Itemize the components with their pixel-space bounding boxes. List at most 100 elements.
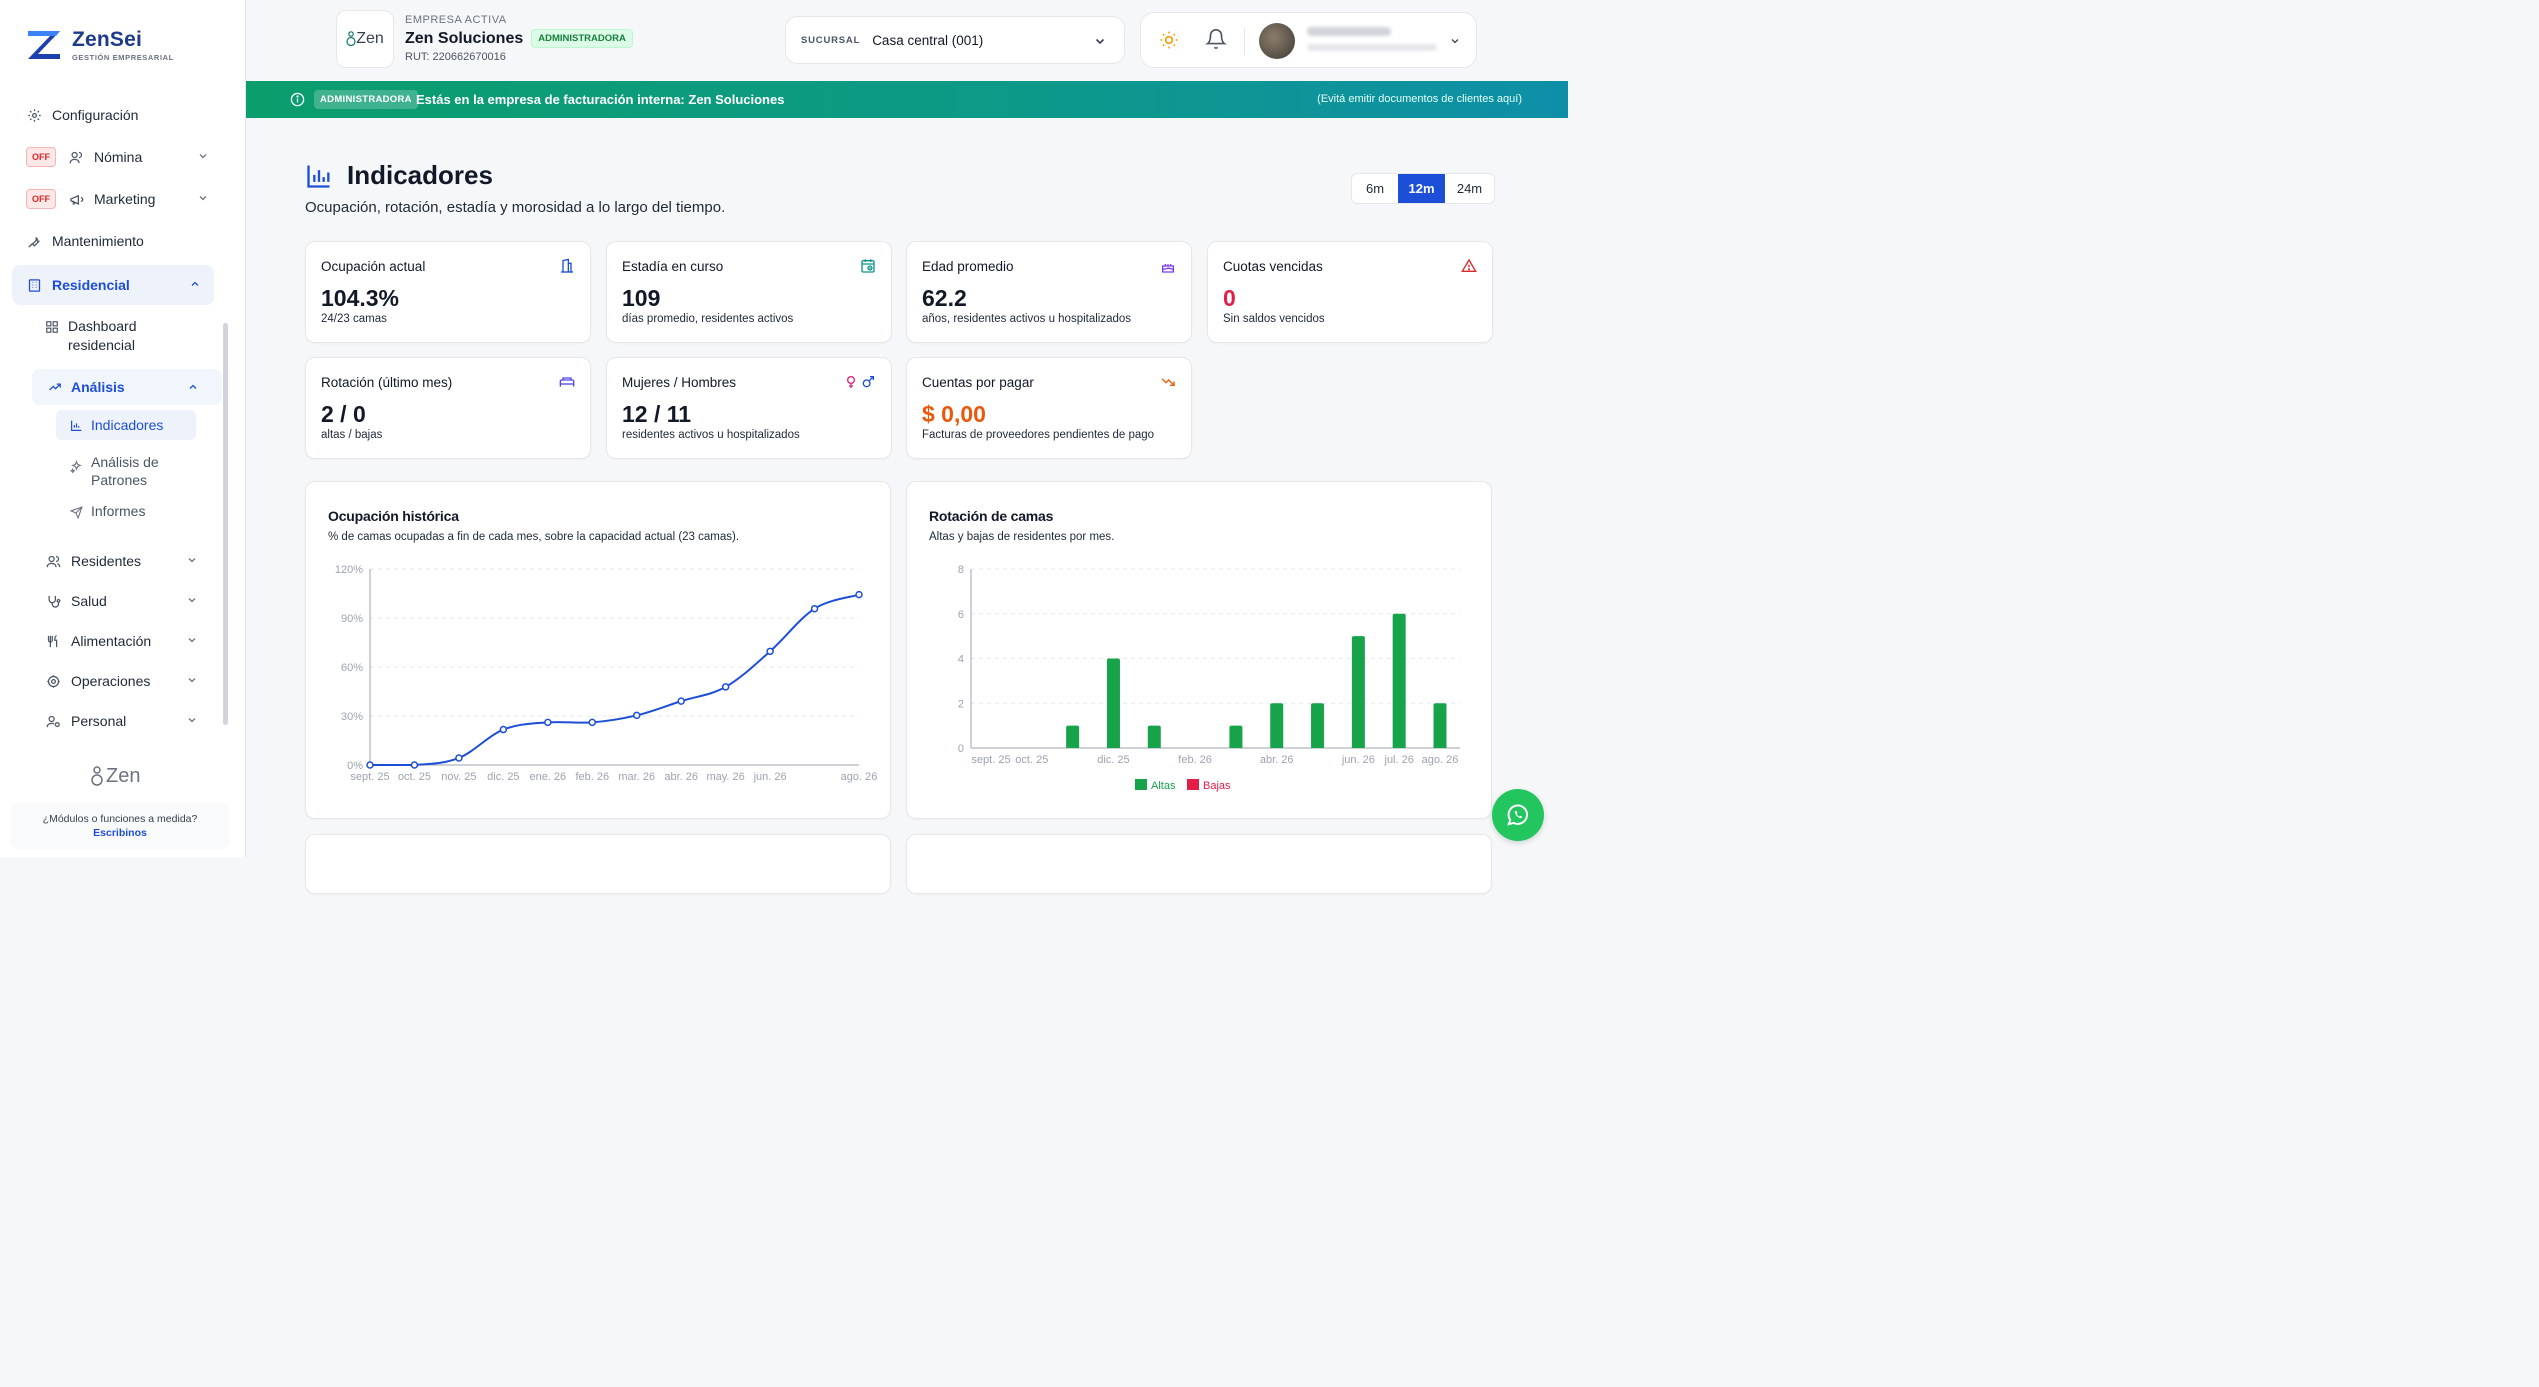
cta-link[interactable]: Escribinos	[93, 827, 147, 839]
kpi-value: $ 0,00	[922, 401, 986, 427]
branch-select[interactable]: SUCURSAL Casa central (001)	[785, 16, 1125, 64]
sidebar-item-analisis[interactable]: Análisis	[32, 369, 222, 405]
sidebar-item-dashboard-residencial[interactable]: Dashboard residencial	[12, 317, 222, 355]
sidebar-item-alimentacion[interactable]: Alimentación	[12, 621, 222, 661]
brand-subtitle: GESTIÓN EMPRESARIAL	[72, 53, 174, 62]
sidebar-item-marketing[interactable]: OFF Marketing	[12, 179, 222, 219]
sidebar-item-label: Salud	[71, 593, 107, 609]
kpi-subtitle: Facturas de proveedores pendientes de pa…	[922, 429, 1155, 441]
sidebar-item-label: Análisis de Patrones	[91, 454, 159, 488]
page-subtitle: Ocupación, rotación, estadía y morosidad…	[305, 199, 726, 216]
alert-triangle-icon	[1461, 258, 1477, 272]
kpi-title: Cuentas por pagar	[922, 375, 1034, 390]
page-title-text: Indicadores	[347, 160, 493, 190]
sidebar-item-salud[interactable]: Salud	[12, 581, 222, 621]
bar-altas	[1392, 613, 1406, 748]
x-tick-label: dic. 25	[1097, 754, 1129, 766]
bell-icon[interactable]	[1205, 28, 1227, 50]
chevron-down-icon	[188, 598, 196, 603]
kpi-card-ocupacion: Ocupación actual 104.3% 24/23 camas	[305, 241, 591, 343]
megaphone-icon	[68, 191, 84, 207]
bed-icon	[559, 377, 575, 387]
kpi-value: 0	[1223, 285, 1236, 311]
x-tick-label: ago. 26	[1422, 754, 1459, 766]
sidebar: ZenSei GESTIÓN EMPRESARIAL Configuración…	[0, 0, 246, 857]
sidebar-item-informes[interactable]: Informes	[12, 503, 222, 527]
x-tick-label: jun. 26	[753, 771, 787, 783]
avatar[interactable]	[1259, 23, 1295, 59]
y-tick-label: 60%	[341, 662, 363, 674]
cog-icon	[45, 673, 61, 689]
x-tick-label: dic. 25	[487, 771, 519, 783]
female-icon	[847, 376, 855, 388]
y-tick-label: 0%	[347, 760, 363, 772]
sidebar-item-personal[interactable]: Personal	[12, 701, 222, 741]
page-title: Indicadores	[305, 160, 493, 191]
rotation-bar-chart: 0 2 4 6 8 sept. 25 oct. 25 dic. 25 feb. 26 abr. 2…	[958, 564, 1460, 792]
x-tick-label: abr. 26	[1260, 754, 1294, 766]
whatsapp-button[interactable]	[1492, 789, 1544, 841]
off-badge: OFF	[26, 147, 56, 167]
building-icon	[26, 277, 42, 293]
grid-icon	[45, 320, 59, 334]
sidebar-item-residencial[interactable]: Residencial	[12, 265, 214, 305]
chevron-up-icon	[191, 281, 199, 286]
sidebar-item-label: Análisis	[71, 379, 125, 395]
sidebar-scrollbar[interactable]	[223, 323, 228, 725]
data-point	[632, 711, 641, 720]
sidebar-item-mantenimiento[interactable]: Mantenimiento	[12, 221, 222, 261]
chevron-down-icon[interactable]	[1450, 36, 1460, 46]
data-point	[455, 754, 463, 762]
kpi-subtitle: años, residentes activos u hospitalizado…	[922, 313, 1132, 325]
sidebar-item-configuracion[interactable]: Configuración	[12, 95, 222, 135]
banner-company: Zen Soluciones	[688, 92, 785, 107]
y-tick-label: 30%	[341, 711, 363, 723]
toolbar-divider	[1244, 27, 1245, 55]
chevron-down-icon	[188, 678, 196, 683]
x-tick-label: sept. 25	[971, 754, 1010, 766]
users-icon	[68, 149, 84, 165]
range-6m-button[interactable]: 6m	[1365, 181, 1385, 196]
x-tick-label: sept. 25	[350, 771, 389, 783]
company-logo: Zen	[336, 10, 394, 68]
sidebar-item-indicadores[interactable]: Indicadores	[56, 410, 196, 440]
chart-card-rotacion: Rotación de camas Altas y bajas de resid…	[906, 481, 1492, 819]
data-point	[810, 604, 819, 613]
data-point	[677, 697, 685, 705]
x-tick-label: may. 26	[706, 771, 744, 783]
kpi-title: Rotación (último mes)	[321, 375, 453, 390]
bar-altas	[1433, 703, 1447, 748]
cta-text: ¿Módulos o funciones a medida?	[42, 813, 198, 825]
y-tick-label: 8	[958, 564, 964, 576]
cake-icon	[1162, 264, 1174, 273]
x-tick-label: oct. 25	[398, 771, 431, 783]
chevron-up-icon	[189, 384, 197, 389]
sidebar-item-operaciones[interactable]: Operaciones	[12, 661, 222, 701]
custom-modules-cta: ¿Módulos o funciones a medida? Escribino…	[10, 803, 230, 849]
range-24m-button[interactable]: 24m	[1456, 181, 1483, 196]
y-tick-label: 6	[958, 609, 964, 621]
brand-name: ZenSei	[72, 28, 143, 51]
calendar-clock-icon	[861, 259, 875, 273]
x-tick-label: feb. 26	[575, 771, 609, 783]
chart-card-partial	[906, 834, 1492, 894]
chevron-down-icon	[199, 154, 207, 159]
sun-icon[interactable]	[1159, 30, 1179, 50]
user-email-blurred	[1307, 44, 1437, 51]
sidebar-item-nomina[interactable]: OFF Nómina	[12, 137, 222, 177]
chart-card-ocupacion: Ocupación histórica % de camas ocupadas …	[305, 481, 891, 819]
x-tick-label: nov. 25	[441, 771, 476, 783]
chart-subtitle: Altas y bajas de residentes por mes.	[929, 531, 1115, 543]
brand-logo[interactable]: ZenSei GESTIÓN EMPRESARIAL	[26, 28, 174, 62]
sidebar-item-analisis-patrones[interactable]: Análisis de Patrones	[12, 453, 222, 491]
sidebar-item-residentes[interactable]: Residentes	[12, 541, 222, 581]
range-12m-button[interactable]: 12m	[1398, 174, 1445, 203]
y-tick-label: 4	[958, 654, 964, 666]
kpi-value: 62.2	[922, 285, 967, 311]
zen-figure-icon	[346, 31, 356, 47]
data-point	[366, 761, 374, 769]
info-icon	[290, 92, 305, 107]
kpi-title: Edad promedio	[922, 259, 1014, 274]
zen-bottom-logo-text: Zen	[106, 765, 141, 787]
company-logo-text: Zen	[356, 30, 384, 47]
